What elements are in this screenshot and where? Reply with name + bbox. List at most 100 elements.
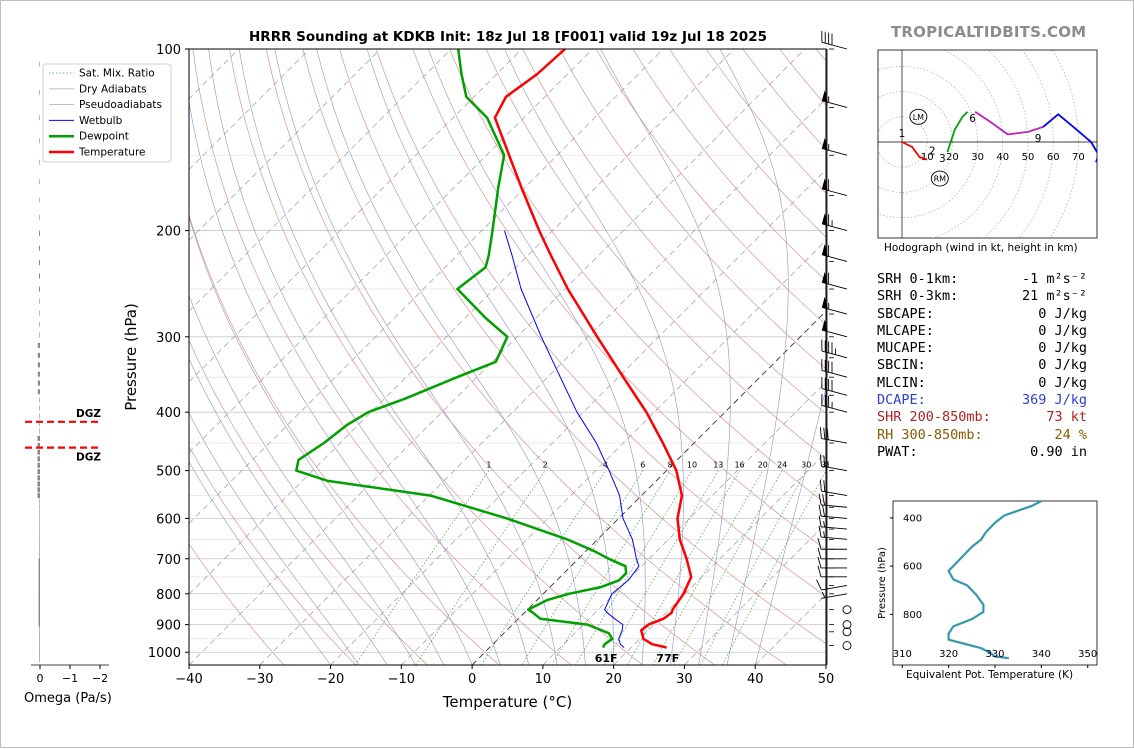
tick-label: 500 <box>156 465 181 480</box>
hodograph-ring-label: 40 <box>996 152 1009 163</box>
tick-label: 1000 <box>148 646 181 661</box>
hodograph-height-label: 9 <box>1035 133 1042 145</box>
stat-label: RH 300-850mb: <box>877 427 983 444</box>
mixing-ratio-line <box>355 471 489 665</box>
wind-barb <box>821 592 847 598</box>
tick-label: 30 <box>676 672 693 687</box>
stat-row: SRH 0-1km:-1 m²s⁻² <box>877 271 1107 288</box>
dgz-label: DGZ <box>76 408 101 420</box>
pseudoadiabat <box>239 49 529 665</box>
tick-label: 0 <box>468 672 476 687</box>
mixing-ratio-label: 2 <box>543 461 548 470</box>
surface-annotation: 77F <box>656 652 679 665</box>
storm-motion-label: LM <box>913 113 924 122</box>
omega-bar <box>38 456 41 461</box>
x-axis-label: Temperature (°C) <box>442 693 572 711</box>
stat-row: MLCAPE:0 J/kg <box>877 323 1107 340</box>
tick-label: 40 <box>747 672 764 687</box>
pseudoadiabat <box>317 49 586 665</box>
tick-label: 100 <box>156 43 181 58</box>
mixing-ratio-line <box>701 471 807 665</box>
tick-label: 400 <box>903 513 922 524</box>
stat-row: DCAPE:369 J/kg <box>877 392 1107 409</box>
tick-label: 300 <box>156 331 181 346</box>
omega-bar <box>39 138 40 143</box>
stat-label: SRH 0-1km: <box>877 271 958 288</box>
tick-label: 800 <box>156 588 181 603</box>
tick-label: 400 <box>156 406 181 421</box>
stat-label: SBCAPE: <box>877 306 934 323</box>
stat-row: MUCAPE:0 J/kg <box>877 340 1107 357</box>
stat-value: 0.90 in <box>1030 444 1087 461</box>
mixing-ratio-label: 16 <box>734 461 744 470</box>
omega-bar <box>38 436 41 441</box>
wind-barb <box>817 580 847 590</box>
legend-entry: Wetbulb <box>79 115 123 127</box>
wind-barb <box>822 31 847 49</box>
tick-label: 350 <box>1078 649 1097 660</box>
omega-bar <box>39 322 40 327</box>
omega-bar <box>39 515 40 520</box>
dry-adiabat <box>193 49 571 665</box>
omega-bar <box>38 353 40 358</box>
theta-e-ylabel: Pressure (hPa) <box>877 547 888 619</box>
stat-row: PWAT:0.90 in <box>877 444 1107 461</box>
storm-motion-label: RM <box>934 175 947 184</box>
hodograph-ring-label: 20 <box>946 152 959 163</box>
omega-bar <box>39 554 40 559</box>
legend-entry: Sat. Mix. Ratio <box>79 68 155 80</box>
pseudoadiabat <box>275 49 557 665</box>
stat-label: MLCIN: <box>877 375 926 392</box>
mixing-ratio-label: 24 <box>777 461 787 470</box>
tick-label: 20 <box>605 672 622 687</box>
omega-bar <box>38 343 40 348</box>
wind-barbs <box>817 31 851 665</box>
omega-bar <box>39 499 40 504</box>
hodograph-ring-label: 60 <box>1047 152 1060 163</box>
omega-bar <box>39 545 40 550</box>
stat-value: 0 J/kg <box>1038 323 1087 340</box>
omega-bar <box>39 535 40 540</box>
omega-bar <box>39 563 40 568</box>
tick-label: −20 <box>317 672 344 687</box>
theta-e-frame <box>893 501 1097 665</box>
omega-bar <box>39 525 40 530</box>
omega-bar <box>39 246 40 251</box>
tick-label: 330 <box>985 649 1004 660</box>
stat-value: 0 J/kg <box>1038 357 1087 374</box>
omega-bar <box>38 381 40 386</box>
mixing-ratio-line <box>722 471 826 665</box>
watermark: TROPICALTIDBITS.COM <box>891 23 1086 41</box>
legend-entry: Dewpoint <box>79 131 129 143</box>
mixing-ratio-line <box>674 471 782 665</box>
hodograph-frame <box>878 50 1097 238</box>
omega-bar <box>38 481 41 486</box>
tick-label: 320 <box>939 649 958 660</box>
dry-adiabat <box>156 49 499 665</box>
omega-bar <box>39 215 40 220</box>
hodograph-height-label: 2 <box>929 146 936 158</box>
tick-label: −30 <box>246 672 273 687</box>
stat-value: 0 J/kg <box>1038 306 1087 323</box>
mixing-ratio-label: 10 <box>687 461 697 470</box>
stat-row: MLCIN:0 J/kg <box>877 375 1107 392</box>
tick-label: 800 <box>903 610 922 621</box>
mixing-ratio-label: 20 <box>758 461 768 470</box>
mixing-ratio-line <box>481 471 605 665</box>
surface-annotation: 61F <box>595 652 618 665</box>
stat-row: SHR 200-850mb:73 kt <box>877 409 1107 426</box>
omega-bar <box>39 549 40 554</box>
omega-xlabel: Omega (Pa/s) <box>24 691 112 706</box>
omega-bar <box>39 287 40 292</box>
dgz-label: DGZ <box>76 452 101 464</box>
wind-barb <box>820 427 847 443</box>
wind-barb <box>820 480 847 496</box>
omega-bar <box>39 429 40 434</box>
chart-title: HRRR Sounding at KDKB Init: 18z Jul 18 [… <box>249 29 767 45</box>
tick-label: 310 <box>893 649 912 660</box>
pseudoadiabat <box>209 49 501 665</box>
pseudoadiabat <box>182 49 472 665</box>
omega-bar <box>38 493 41 498</box>
hodograph-ring-label: 30 <box>971 152 984 163</box>
